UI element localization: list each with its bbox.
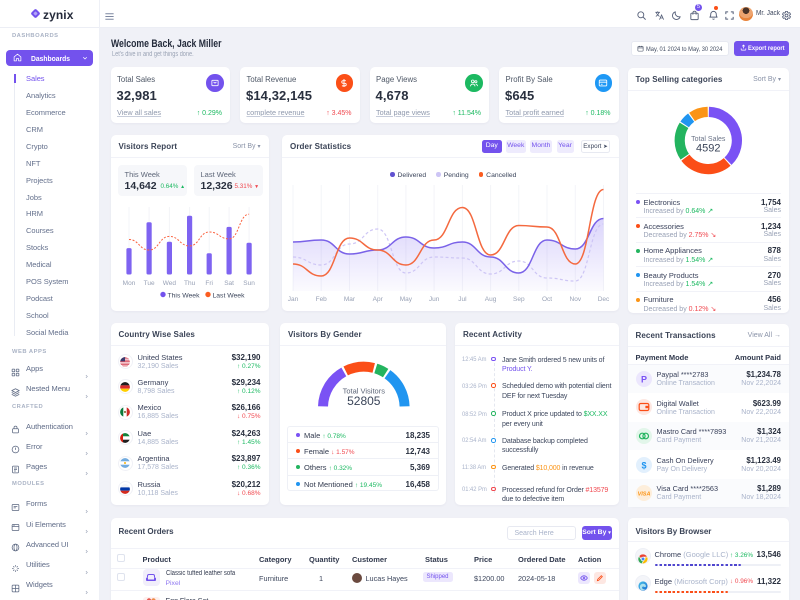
svg-text:Jun: Jun: [429, 296, 440, 303]
svg-text:P: P: [640, 374, 646, 384]
svg-text:Last Week: Last Week: [212, 292, 245, 299]
svg-text:4592: 4592: [696, 143, 720, 155]
svg-text:Tue: Tue: [143, 280, 154, 287]
svg-text:Total Visitors: Total Visitors: [343, 387, 386, 396]
svg-text:May: May: [400, 296, 413, 303]
svg-text:VISA: VISA: [637, 492, 650, 498]
svg-text:Feb: Feb: [316, 296, 328, 303]
svg-text:Fri: Fri: [205, 280, 213, 287]
svg-text:Mar: Mar: [344, 296, 356, 303]
svg-text:52805: 52805: [347, 394, 381, 408]
svg-text:Dec: Dec: [598, 296, 610, 303]
svg-text:Aug: Aug: [485, 296, 497, 303]
svg-text:Jan: Jan: [288, 296, 299, 303]
svg-text:Apr: Apr: [373, 296, 384, 303]
svg-text:Wed: Wed: [162, 280, 176, 287]
svg-text:Sun: Sun: [243, 280, 255, 287]
svg-text:$: $: [641, 460, 646, 470]
svg-text:Sat: Sat: [224, 280, 234, 287]
svg-text:Jul: Jul: [458, 296, 467, 303]
svg-text:Nov: Nov: [570, 296, 582, 303]
svg-text:Sep: Sep: [513, 296, 525, 303]
svg-text:Oct: Oct: [542, 296, 552, 303]
svg-text:Thu: Thu: [183, 280, 195, 287]
svg-text:Total Sales: Total Sales: [691, 136, 726, 143]
svg-text:Mon: Mon: [122, 280, 135, 287]
svg-text:This Week: This Week: [167, 292, 200, 299]
